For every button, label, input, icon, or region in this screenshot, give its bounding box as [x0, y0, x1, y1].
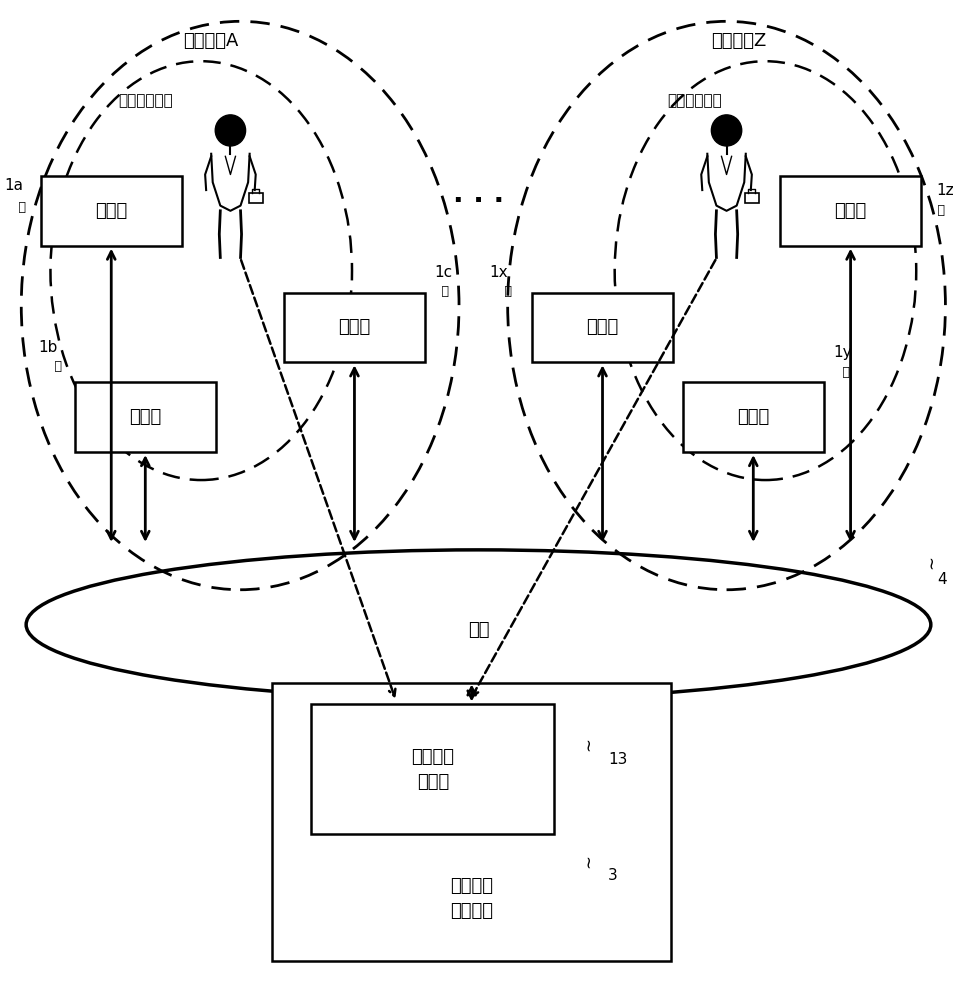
Text: ⌒: ⌒	[504, 283, 511, 296]
Text: 4: 4	[938, 572, 948, 587]
Text: 建筑物: 建筑物	[834, 202, 867, 220]
Text: ⌒: ⌒	[841, 364, 849, 377]
Text: 1y: 1y	[834, 345, 852, 360]
Text: 网络: 网络	[468, 621, 489, 639]
Text: 建筑物: 建筑物	[587, 318, 619, 336]
Text: 建筑物: 建筑物	[737, 408, 769, 426]
Text: ∼: ∼	[580, 737, 597, 751]
Text: 建筑物: 建筑物	[129, 408, 161, 426]
Text: 终端位置
检测部: 终端位置 检测部	[411, 748, 454, 791]
Text: 建筑物: 建筑物	[95, 202, 128, 220]
Text: 3: 3	[608, 868, 618, 883]
Text: 1b: 1b	[38, 340, 58, 355]
Bar	[41, 176, 182, 246]
Circle shape	[712, 115, 742, 146]
Text: · · ·: · · ·	[453, 187, 504, 215]
Text: ⌒: ⌒	[937, 202, 945, 215]
Text: ⌒: ⌒	[441, 283, 448, 296]
Text: ⌒: ⌒	[18, 199, 25, 212]
Circle shape	[216, 115, 246, 146]
Text: ∼: ∼	[922, 555, 940, 569]
Bar	[75, 382, 216, 452]
Text: 1a: 1a	[4, 178, 23, 193]
Text: 电梯远程
监视装置: 电梯远程 监视装置	[450, 877, 493, 920]
Text: ⌒: ⌒	[54, 358, 61, 371]
Text: 1c: 1c	[434, 265, 453, 280]
Text: 1z: 1z	[937, 183, 955, 198]
Text: 选择对象区域: 选择对象区域	[118, 94, 173, 109]
Text: 建筑物组Z: 建筑物组Z	[712, 32, 767, 50]
Bar	[284, 293, 425, 362]
Text: 建筑物: 建筑物	[339, 318, 371, 336]
Bar	[532, 293, 673, 362]
Text: 1x: 1x	[489, 265, 508, 280]
Bar	[311, 704, 554, 834]
Text: ∼: ∼	[580, 854, 597, 868]
Text: 选择对象区域: 选择对象区域	[667, 94, 722, 109]
Bar	[272, 683, 671, 961]
Bar	[780, 176, 921, 246]
Text: 13: 13	[608, 752, 628, 767]
Bar	[745, 193, 759, 203]
Bar	[249, 193, 263, 203]
Text: 建筑物组A: 建筑物组A	[183, 32, 239, 50]
Bar	[683, 382, 824, 452]
